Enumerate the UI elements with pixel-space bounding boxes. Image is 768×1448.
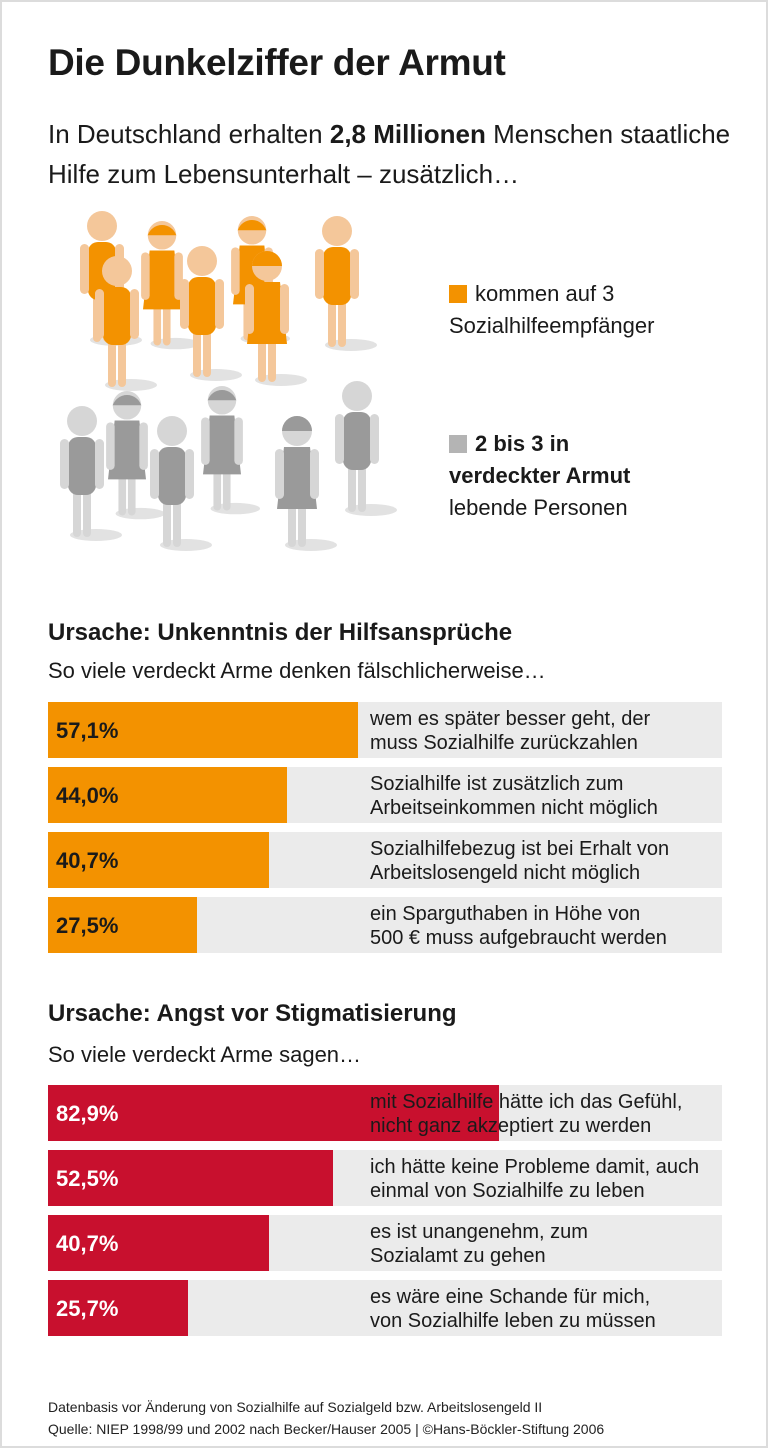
legend-swatch-orange — [449, 285, 467, 303]
bar-label: mit Sozialhilfe hätte ich das Gefühl, nic… — [370, 1090, 730, 1138]
person-figure-icon — [180, 246, 242, 381]
person-figure-icon — [335, 381, 397, 516]
bar-label: Sozialhilfebezug ist bei Erhalt von Arbei… — [370, 837, 730, 885]
bar-value-label: 44,0% — [56, 783, 119, 808]
person-figure-icon — [275, 416, 337, 551]
bar-label-line: Sozialhilfe ist zusätzlich zum — [370, 773, 624, 795]
bar-value-label: 82,9% — [56, 1101, 119, 1126]
bar-label: ich hätte keine Probleme damit, auch einm… — [370, 1155, 730, 1203]
bar-value-label: 57,1% — [56, 718, 119, 743]
bar-label-line: ein Sparguthaben in Höhe von — [370, 903, 641, 925]
footer-source-line: Quelle: NIEP 1998/99 und 2002 nach Becke… — [48, 1421, 605, 1437]
intro-highlight: 2,8 Millionen — [329, 119, 486, 149]
bar-label-line: Arbeitslosengeld nicht möglich — [370, 862, 641, 884]
legend-text: verdeckter Armut — [449, 463, 631, 488]
bar-row: 52,5% ich hätte keine Probleme damit, auc… — [48, 1150, 722, 1206]
bar-label: es ist unangenehm, zum Sozialamt zu gehen — [370, 1220, 730, 1268]
person-figure-icon — [201, 386, 260, 515]
intro-pre: In Deutschland erhalten — [48, 119, 330, 149]
bar: 82,9% — [48, 1085, 499, 1141]
bar-label-line: Arbeitseinkommen nicht möglich — [370, 797, 658, 819]
bar-label-line: von Sozialhilfe leben zu müssen — [370, 1310, 656, 1332]
person-figure-icon — [95, 256, 157, 391]
bar-row: 27,5% ein Sparguthaben in Höhe von 500 € m… — [48, 897, 722, 953]
legend-hidden-poverty: 2 bis 3 in verdeckter Armut lebende Pers… — [449, 428, 630, 524]
section-title-unkenntnis: Ursache: Unkenntnis der Hilfsansprüche — [48, 619, 513, 646]
bar-label: ein Sparguthaben in Höhe von 500 € muss a… — [370, 902, 730, 950]
person-figure-icon — [315, 216, 377, 351]
bar-row: 82,9% mit Sozialhilfe hätte ich das Gefüh… — [48, 1085, 722, 1141]
bar-value-label: 40,7% — [56, 1231, 119, 1256]
bar: 52,5% — [48, 1150, 334, 1206]
person-figure-icon — [245, 251, 307, 386]
bar: 25,7% — [48, 1280, 188, 1336]
person-figure-icon — [60, 406, 122, 541]
bar-label: es wäre eine Schande für mich, von Sozial… — [370, 1285, 730, 1333]
bar: 40,7% — [48, 832, 270, 888]
legend-swatch-grey — [449, 435, 467, 453]
bar-label-line: es ist unangenehm, zum — [370, 1221, 588, 1243]
page-title: Die Dunkelziffer der Armut — [48, 42, 506, 83]
bar-row: 40,7% es ist unangenehm, zum Sozialamt zu … — [48, 1215, 722, 1271]
bar-value-label: 40,7% — [56, 848, 119, 873]
bar-label-line: Sozialamt zu gehen — [370, 1245, 546, 1267]
section-title-stigmatisierung: Ursache: Angst vor Stigmatisierung — [48, 1000, 457, 1027]
bar-row: 44,0% Sozialhilfe ist zusätzlich zum Arbei… — [48, 767, 722, 823]
bar: 44,0% — [48, 767, 288, 823]
bar-row: 25,7% es wäre eine Schande für mich, von S… — [48, 1280, 722, 1336]
bar-label-line: es wäre eine Schande für mich, — [370, 1286, 651, 1308]
people-figures-illustration — [60, 211, 397, 551]
bar: 40,7% — [48, 1215, 270, 1271]
person-figure-icon — [106, 391, 165, 520]
bar-value-label: 25,7% — [56, 1296, 119, 1321]
bar-label-line: ich hätte keine Probleme damit, auch — [370, 1156, 700, 1178]
legend-text: lebende Personen — [449, 495, 628, 520]
legend-recipients: kommen auf 3 Sozialhilfeempfänger — [449, 278, 654, 342]
person-figure-icon — [150, 416, 212, 551]
section-subtitle-stigmatisierung: So viele verdeckt Arme sagen… — [48, 1042, 362, 1067]
bar-label-line: wem es später besser geht, der — [370, 708, 651, 730]
bar-label-line: muss Sozialhilfe zurückzahlen — [370, 732, 638, 754]
bar-label-line: einmal von Sozialhilfe zu leben — [370, 1180, 645, 1202]
bar: 27,5% — [48, 897, 198, 953]
bar-row: 40,7% Sozialhilfebezug ist bei Erhalt von… — [48, 832, 722, 888]
bar-label-line: nicht ganz akzeptiert zu werden — [370, 1115, 652, 1137]
intro-post: Menschen staatliche Hilfe zum Lebensunte… — [48, 119, 731, 189]
bar-label-line: 500 € muss aufgebraucht werden — [370, 927, 667, 949]
section-subtitle-unkenntnis: So viele verdeckt Arme denken fälschlich… — [48, 658, 546, 683]
bar-row: 57,1% wem es später besser geht, der muss … — [48, 702, 722, 758]
legend-text: 2 bis 3 in — [475, 431, 570, 456]
legend-text: kommen auf 3 — [475, 281, 615, 306]
footer-note: Datenbasis vor Änderung von Sozialhilfe … — [48, 1399, 543, 1415]
bar-label-line: mit Sozialhilfe hätte ich das Gefühl, — [370, 1091, 683, 1113]
bar-value-label: 27,5% — [56, 913, 119, 938]
footer-source: Datenbasis vor Änderung von Sozialhilfe … — [48, 1396, 604, 1440]
person-figure-icon — [141, 221, 200, 350]
intro-text: In Deutschland erhalten 2,8 Millionen Me… — [48, 114, 748, 194]
bar: 57,1% — [48, 702, 359, 758]
bar-label: Sozialhilfe ist zusätzlich zum Arbeitsein… — [370, 772, 730, 820]
legend-text: Sozialhilfeempfänger — [449, 313, 655, 338]
bar-value-label: 52,5% — [56, 1166, 119, 1191]
bar-label-line: Sozialhilfebezug ist bei Erhalt von — [370, 838, 670, 860]
bar-label: wem es später besser geht, der muss Sozia… — [370, 707, 730, 755]
